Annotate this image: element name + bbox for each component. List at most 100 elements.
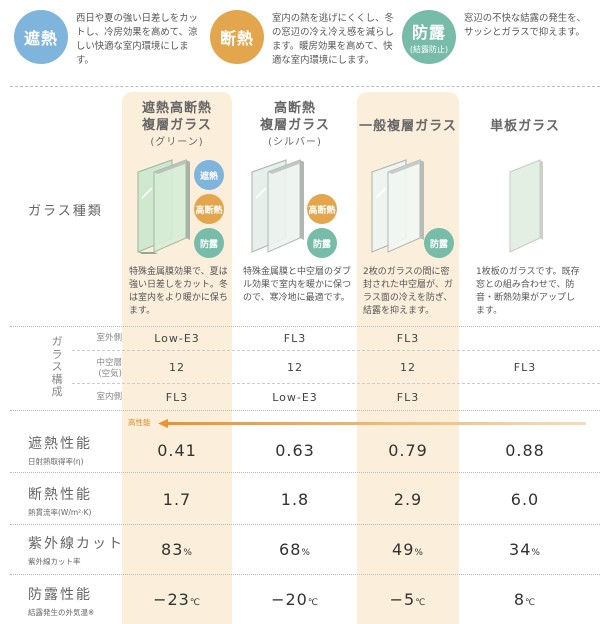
boro-description: 窓辺の不快な結露の発生を、サッシとガラスで抑えます。 [464, 13, 586, 38]
legend-shanetsu: 遮熱 西日や夏の強い日差しをカットし、冷房効果を高めて、涼しい快適な室内環境にし… [14, 10, 204, 68]
legend-boro: 防露 (結露防止) 窓辺の不快な結露の発生を、サッシとガラスで抑えます。 [402, 10, 588, 64]
cell-hollow-silver: 12 [287, 361, 303, 374]
arrow-left-icon [158, 419, 586, 428]
label-outdoor: 室外側 [96, 333, 122, 343]
value-unit: ℃ [189, 598, 201, 608]
column-subtitle: (シルバー) [268, 137, 322, 148]
value-uv-general: 49% [357, 540, 459, 559]
divider [10, 326, 600, 327]
column-header-silver: 高断熱 複層ガラス (シルバー) [236, 100, 354, 151]
boro-circle-label: 防露 [411, 23, 446, 42]
general-double-glass-icon [371, 159, 424, 253]
value-unit: % [531, 548, 541, 558]
cell-indoor-green: FL3 [165, 391, 189, 404]
value-unit: % [183, 548, 193, 558]
value-unit: ℃ [415, 598, 427, 608]
performance-arrow: 高性能 [122, 417, 600, 432]
value-dannetsu-silver: 1.8 [280, 490, 310, 509]
description-silver: 特殊金属膜と中空層のダブル効果で室内を暖かに保つので、寒冷地に最適です。 [243, 267, 352, 303]
value-unit: % [301, 548, 311, 558]
value-number: −20 [271, 590, 308, 609]
boro-circle: 防露 (結露防止) [402, 10, 456, 64]
value-boro-general: −5℃ [357, 590, 459, 609]
value-uv-green: 83% [122, 540, 232, 559]
column-title-line2: 複層ガラス [260, 118, 330, 133]
value-uv-silver: 68% [236, 540, 354, 559]
table-top-divider [10, 86, 600, 87]
value-unit: % [414, 548, 424, 558]
cell-indoor-general: FL3 [396, 391, 420, 404]
value-shanetsu-general: 0.79 [388, 441, 428, 460]
column-title-line1: 単板ガラス [490, 119, 560, 134]
value-shanetsu-silver: 0.63 [275, 441, 315, 460]
badge-shanetsu: 遮熱 [194, 160, 224, 190]
shanetsu-circle-label: 遮熱 [23, 29, 58, 48]
row-label-shanetsu: 遮熱性能 日射熱取得率(η) [28, 433, 92, 467]
row-label-dannetsu: 断熱性能 熱貫流率(W/m²·K) [28, 484, 92, 518]
cell-indoor-silver: Low-E3 [272, 391, 318, 404]
green-double-glass-icon [137, 159, 190, 254]
perf-title: 紫外線カット [28, 536, 124, 552]
value-unit: ℃ [525, 598, 537, 608]
value-number: 68 [279, 540, 302, 559]
row-label-uv: 紫外線カット 紫外線カット率 [28, 533, 124, 567]
divider [10, 472, 600, 473]
column-header-green: 遮熱高断熱 複層ガラス (グリーン) [122, 100, 232, 151]
label-hollow: 中空層 (空気) [96, 358, 122, 379]
column-title-line2: 複層ガラス [142, 118, 212, 133]
badge-boro: 防露 [307, 228, 337, 258]
cell-single: FL3 [513, 361, 537, 374]
perf-title: 遮熱性能 [28, 436, 92, 452]
legend: 遮熱 西日や夏の強い日差しをカットし、冷房効果を高めて、涼しい快適な室内環境にし… [0, 0, 600, 86]
label-indoor: 室内側 [96, 392, 122, 402]
dannetsu-description: 室内の熱を逃げにくくし、冬の窓辺の冷え冷え感を減らします。暖房効果を高めて、快適… [272, 13, 394, 66]
column-header-general: 一般複層ガラス [357, 118, 459, 135]
description-single: 1枚板のガラスです。既存窓との組み合わせで、防音・断熱効果がアップします。 [476, 267, 580, 316]
cell-outdoor-general: FL3 [396, 332, 420, 345]
value-dannetsu-single: 6.0 [510, 490, 540, 509]
description-green: 特殊金属膜効果で、夏は強い日差しをカット。冬は室内をより暖かに保ちます。 [129, 267, 228, 316]
divider [72, 350, 600, 351]
dannetsu-circle-label: 断熱 [219, 29, 254, 48]
column-header-single: 単板ガラス [466, 118, 584, 135]
value-boro-single: 8℃ [466, 590, 584, 609]
column-subtitle: (グリーン) [150, 137, 204, 148]
shanetsu-circle: 遮熱 [14, 10, 68, 64]
badge-dannetsu: 高断熱 [194, 194, 224, 224]
perf-title: 断熱性能 [28, 487, 92, 503]
badge-dannetsu: 高断熱 [307, 194, 337, 224]
value-number: 34 [509, 540, 532, 559]
perf-subtitle: 紫外線カット率 [28, 557, 81, 566]
legend-dannetsu: 断熱 室内の熱を逃げにくくし、冬の窓辺の冷え冷え感を減らします。暖房効果を高めて… [210, 10, 400, 68]
value-shanetsu-single: 0.88 [505, 441, 545, 460]
row-label-boro: 防露性能 結露発生の外気温※ [28, 584, 94, 618]
divider [72, 383, 600, 384]
perf-subtitle: 結露発生の外気温※ [28, 608, 95, 617]
value-number: 49 [392, 540, 415, 559]
value-number: −5 [389, 590, 416, 609]
cell-outdoor-silver: FL3 [283, 332, 307, 345]
value-shanetsu-green: 0.41 [157, 441, 197, 460]
badge-boro: 防露 [194, 228, 224, 258]
column-title-line1: 一般複層ガラス [359, 119, 457, 134]
boro-circle-sublabel: (結露防止) [409, 45, 449, 54]
row-label-glass-type: ガラス種類 [28, 204, 103, 219]
description-general: 2枚のガラスの間に密封された中空層が、ガラス面の冷えを防ぎ、結露を抑えます。 [363, 267, 453, 316]
divider [10, 524, 600, 525]
divider [10, 574, 600, 575]
cell-outdoor-green: Low-E3 [154, 332, 200, 345]
arrow-label: 高性能 [126, 417, 153, 428]
divider [10, 410, 600, 411]
value-dannetsu-green: 1.7 [162, 490, 192, 509]
value-number: 8 [513, 590, 526, 609]
perf-subtitle: 日射熱取得率(η) [28, 457, 84, 466]
perf-title: 防露性能 [28, 587, 92, 603]
value-uv-single: 34% [466, 540, 584, 559]
perf-subtitle: 熱貫流率(W/m²·K) [28, 508, 92, 517]
row-label-structure: ガラス構成 [51, 335, 63, 398]
silver-double-glass-icon [251, 159, 304, 253]
value-dannetsu-general: 2.9 [393, 490, 423, 509]
cell-hollow-general: 12 [400, 361, 416, 374]
value-boro-silver: −20℃ [236, 590, 354, 609]
single-glass-icon [509, 159, 543, 253]
